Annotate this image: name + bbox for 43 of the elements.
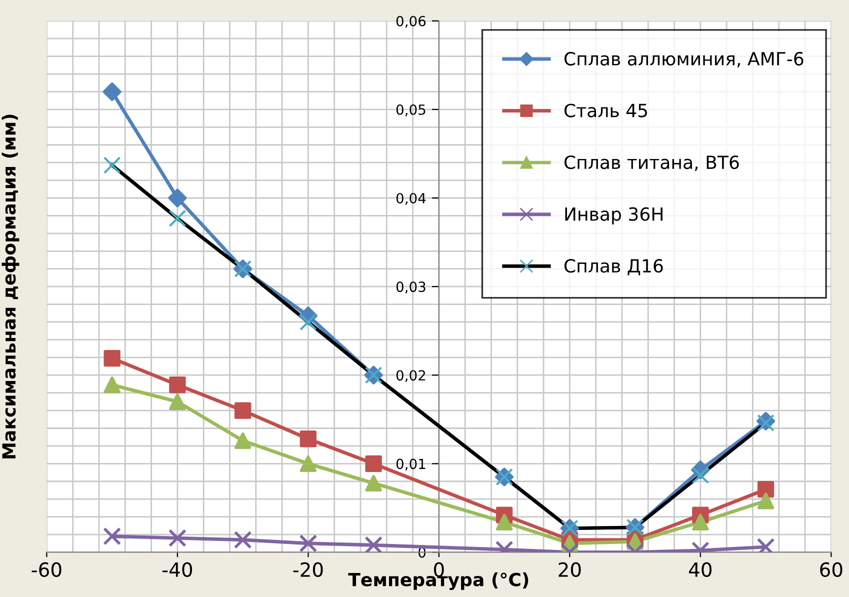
point: [168, 210, 186, 228]
point: [300, 430, 317, 448]
y-tick-label: 0,06: [396, 16, 426, 28]
legend-label: Сталь 45: [564, 104, 647, 118]
point: [102, 82, 122, 101]
legend-label: Сплав аллюминия, АМГ-6: [564, 52, 804, 68]
point: [234, 432, 252, 449]
point: [104, 376, 120, 394]
y-tick-label: 0,05: [396, 104, 426, 116]
point: [300, 455, 317, 472]
point: [104, 350, 120, 367]
point: [299, 534, 318, 552]
point: [103, 156, 121, 174]
y-tick-label: 0,01: [396, 458, 426, 471]
point: [692, 514, 709, 530]
x-tick-label: 40: [689, 562, 712, 577]
legend-label: Сплав Д16: [564, 259, 663, 276]
point: [234, 402, 252, 419]
y-tick-label: 0,04: [396, 192, 426, 205]
x-tick-label: -20: [293, 562, 323, 577]
point: [365, 455, 382, 472]
x-tick-label: -60: [32, 562, 62, 577]
point: [496, 514, 513, 530]
point: [300, 313, 317, 331]
point: [169, 393, 186, 410]
point: [365, 474, 382, 492]
legend-label: Сплав титана, ВТ6: [564, 155, 739, 171]
y-tick-label: 0,03: [396, 282, 426, 294]
x-tick-label: -40: [162, 562, 192, 577]
legend-label: Инвар 36Н: [565, 207, 662, 224]
point: [168, 188, 187, 208]
point: [169, 376, 186, 394]
point: [103, 527, 122, 546]
point: [757, 481, 774, 498]
point: [692, 466, 710, 484]
y-tick-label: 0,02: [396, 370, 426, 382]
x-tick-label: 20: [558, 562, 581, 577]
y-axis-title: Максимальная деформация (мм): [2, 114, 20, 458]
point: [168, 529, 186, 548]
x-tick-label: 60: [820, 562, 842, 577]
point: [757, 492, 774, 510]
point: [364, 536, 383, 552]
point: [234, 530, 252, 549]
